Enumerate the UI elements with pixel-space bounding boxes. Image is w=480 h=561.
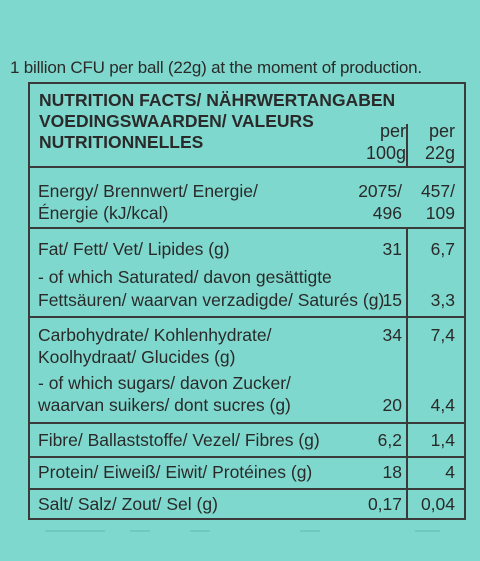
decor-stroke [190, 530, 210, 532]
divider [30, 316, 464, 318]
header-divider [406, 124, 408, 166]
divider [30, 227, 464, 229]
saturated-label-2: Fettsäuren/ waarvan verzadigde/ Saturés … [38, 290, 385, 310]
nutrition-table: NUTRITION FACTS/ NÄHRWERTANGABEN VOEDING… [28, 82, 466, 520]
carbohydrate-22g: 7,4 [430, 325, 455, 345]
fibre-22g: 1,4 [430, 430, 455, 450]
heading-line-1: NUTRITION FACTS/ NÄHRWERTANGABEN [39, 90, 396, 110]
divider [30, 166, 464, 168]
protein-label: Protein/ Eiweiß/ Eiwit/ Protéines (g) [38, 462, 313, 482]
table-heading: NUTRITION FACTS/ NÄHRWERTANGABEN VOEDING… [39, 90, 395, 153]
fibre-100g: 6,2 [377, 430, 402, 450]
energy-label-2: Énergie (kJ/kcal) [38, 203, 169, 223]
salt-22g: 0,04 [420, 494, 455, 514]
salt-100g: 0,17 [367, 494, 402, 514]
salt-label: Salt/ Salz/ Zout/ Sel (g) [38, 494, 218, 514]
carbohydrate-100g: 34 [382, 325, 402, 345]
energy-label: Energy/ Brennwert/ Energie/ [38, 181, 258, 201]
decor-stroke [300, 530, 320, 532]
decor-stroke [130, 530, 150, 532]
bottom-decoration [45, 530, 440, 532]
protein-22g: 4 [445, 462, 455, 482]
saturated-22g: 3,3 [430, 290, 455, 310]
fibre-label: Fibre/ Ballaststoffe/ Vezel/ Fibres (g) [38, 430, 320, 450]
energy-100g-kj: 2075/ [358, 181, 402, 201]
energy-22g-kj: 457/ [420, 181, 455, 201]
saturated-label: - of which Saturated/ davon gesättigte [38, 267, 332, 287]
divider [30, 488, 464, 490]
sugars-100g: 20 [382, 395, 402, 415]
divider [30, 456, 464, 458]
sugars-label: - of which sugars/ davon Zucker/ [38, 373, 291, 393]
heading-line-2: VOEDINGSWAARDEN/ VALEURS [39, 111, 314, 131]
saturated-100g: 15 [382, 290, 402, 310]
decor-stroke [45, 530, 105, 532]
divider [30, 422, 464, 424]
fat-100g: 31 [382, 239, 402, 259]
column-header-per-100g: per 100g [365, 121, 406, 163]
sugars-22g: 4,4 [430, 395, 455, 415]
decor-stroke [415, 530, 440, 532]
heading-line-3: NUTRITIONNELLES [39, 132, 204, 152]
fat-22g: 6,7 [430, 239, 455, 259]
energy-22g-kcal: 109 [425, 203, 455, 223]
sugars-label-2: waarvan suikers/ dont sucres (g) [38, 395, 291, 415]
carbohydrate-label-2: Koolhydraat/ Glucides (g) [38, 347, 236, 367]
production-note: 1 billion CFU per ball (22g) at the mome… [10, 58, 422, 77]
fat-label: Fat/ Fett/ Vet/ Lipides (g) [38, 239, 230, 259]
energy-100g-kcal: 496 [372, 203, 402, 223]
protein-100g: 18 [382, 462, 402, 482]
carbohydrate-label: Carbohydrate/ Kohlenhydrate/ [38, 325, 272, 345]
column-divider [406, 227, 408, 518]
column-header-per-22g: per 22g [424, 121, 455, 163]
